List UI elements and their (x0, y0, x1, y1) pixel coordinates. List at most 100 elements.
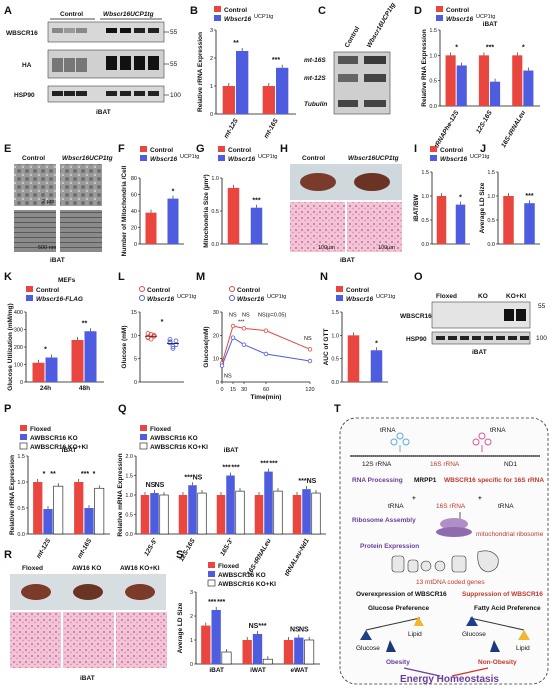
x-tick-label: iBAT (209, 667, 224, 674)
significance: *** (260, 461, 268, 468)
k-title: MEFs (58, 277, 76, 284)
bar (145, 212, 157, 244)
o-row-2: HSP90 (406, 336, 427, 343)
r-tissue: iBAT (80, 675, 95, 682)
blot-band (52, 28, 63, 33)
x-tick-label: mt-12S (35, 537, 52, 560)
y-tick-label: 10 (213, 357, 219, 363)
t-12s: 12S rRNA (362, 461, 392, 468)
legend-q-koki: AWBSCR16 KO+KI (150, 444, 208, 451)
y-tick-label: 0 (210, 112, 213, 118)
r-fat-pad-3 (125, 584, 155, 600)
blot-band (120, 56, 131, 70)
blot-a-lane-control: Control (60, 11, 83, 18)
x-tick-label: 48h (79, 385, 90, 392)
data-point (241, 326, 247, 331)
t-protein: Protein Expression (360, 543, 419, 550)
t-frame (339, 417, 549, 685)
y-tick-label: 20 (213, 333, 219, 339)
y-tick-label: 0.0 (429, 104, 437, 110)
y-tick-label: 1 (190, 638, 193, 644)
bar (211, 610, 221, 664)
t-gpref: Glucose Preference (368, 605, 429, 612)
chart-title: iBAT (483, 21, 498, 28)
r-histo-2 (63, 612, 114, 668)
legend-p-koki: AWBSCR16 KO+KI (30, 444, 88, 451)
panel-label-J: J (480, 143, 486, 155)
significance: *** (81, 471, 89, 478)
blot-band (106, 56, 117, 70)
legend-m-tg-sup: UCP1tg (267, 294, 286, 300)
bar (294, 637, 304, 664)
blot-band (76, 28, 87, 33)
blot-band (134, 56, 145, 70)
y-tick-label: 0.5 (429, 79, 437, 85)
o-strip-1 (431, 301, 531, 329)
em-scale-1: 2 µm (42, 199, 55, 205)
bar (94, 487, 105, 535)
blot-c-col-2: Wbscr16UCP1tg (366, 2, 397, 49)
bar (370, 350, 383, 382)
em-scale-2: 500 nm (38, 245, 57, 251)
y-axis-label: Glucose (mM) (121, 326, 128, 369)
chart-l: 0 5 10 15 Glucose (mM) * (121, 310, 184, 386)
panel-label-B: B (190, 5, 198, 17)
bar (262, 86, 275, 114)
bar (84, 331, 97, 382)
panel-label-T: T (334, 403, 341, 415)
bar (503, 196, 514, 244)
y-tick-label: 3 (190, 590, 193, 596)
series-line (221, 336, 311, 366)
x-tick-label: 16S-3' (219, 537, 235, 557)
panel-label-F: F (118, 143, 125, 155)
y-tick-label: 0 (20, 380, 23, 386)
t-fpref: Fatty Acid Preference (474, 605, 541, 612)
bar (490, 81, 501, 106)
x-tick-label: 0 (220, 387, 223, 393)
t-glucose-2: Glucose (462, 631, 486, 638)
t-assembly: Ribosome Assembly (352, 517, 416, 524)
blot-band (508, 336, 517, 340)
h-histo-1 (290, 202, 345, 252)
t-lipid-1: Lipid (408, 631, 422, 638)
bar (445, 55, 456, 106)
r-col-1: Floxed (22, 565, 43, 572)
y-tick-label: 3 (210, 28, 213, 34)
y-tick-label: 40 (131, 209, 137, 215)
blot-c-row-2: mt-12S (304, 75, 326, 82)
annotation: NS (304, 336, 312, 342)
em-image-4 (60, 210, 102, 252)
significance: * (161, 319, 164, 326)
legend-l-tg-sup: UCP1tg (177, 294, 196, 300)
significance: NS (307, 478, 317, 485)
blot-band (134, 28, 145, 33)
x-tick-label: 30 (241, 387, 247, 393)
blot-band (64, 28, 75, 33)
annotation: NS(p=0.05) (258, 313, 286, 319)
legend-f-tg: Wbscr16 (150, 156, 177, 163)
y-tick-label: 30 (213, 310, 219, 316)
y-tick-label: 300 (14, 328, 23, 334)
blot-band (76, 58, 87, 72)
bar (235, 490, 245, 535)
y-tick-label: 0.5 (487, 218, 495, 224)
legend-s-floxed: Floxed (218, 563, 239, 570)
x-tick-label: 60 (263, 387, 269, 393)
panel-label-O: O (414, 271, 423, 283)
h-col-2: Wbscr16UCP1tg (348, 155, 399, 162)
data-point (167, 337, 173, 342)
significance: *** (217, 599, 225, 606)
em-image-2 (60, 164, 102, 206)
legend-n-tg: Wbscr16 (346, 296, 373, 303)
t-16s: 16S rRNA (430, 461, 460, 468)
chart-b: 0 1 2 3 Relative rRNA Expression mt-12S mt-16S… (197, 28, 296, 140)
bar (167, 198, 179, 244)
bar (222, 86, 235, 114)
blot-band (106, 28, 117, 33)
legend-q-ko: AWBSCR16 KO (150, 435, 198, 442)
panel-label-N: N (320, 271, 328, 283)
bar (140, 495, 150, 534)
